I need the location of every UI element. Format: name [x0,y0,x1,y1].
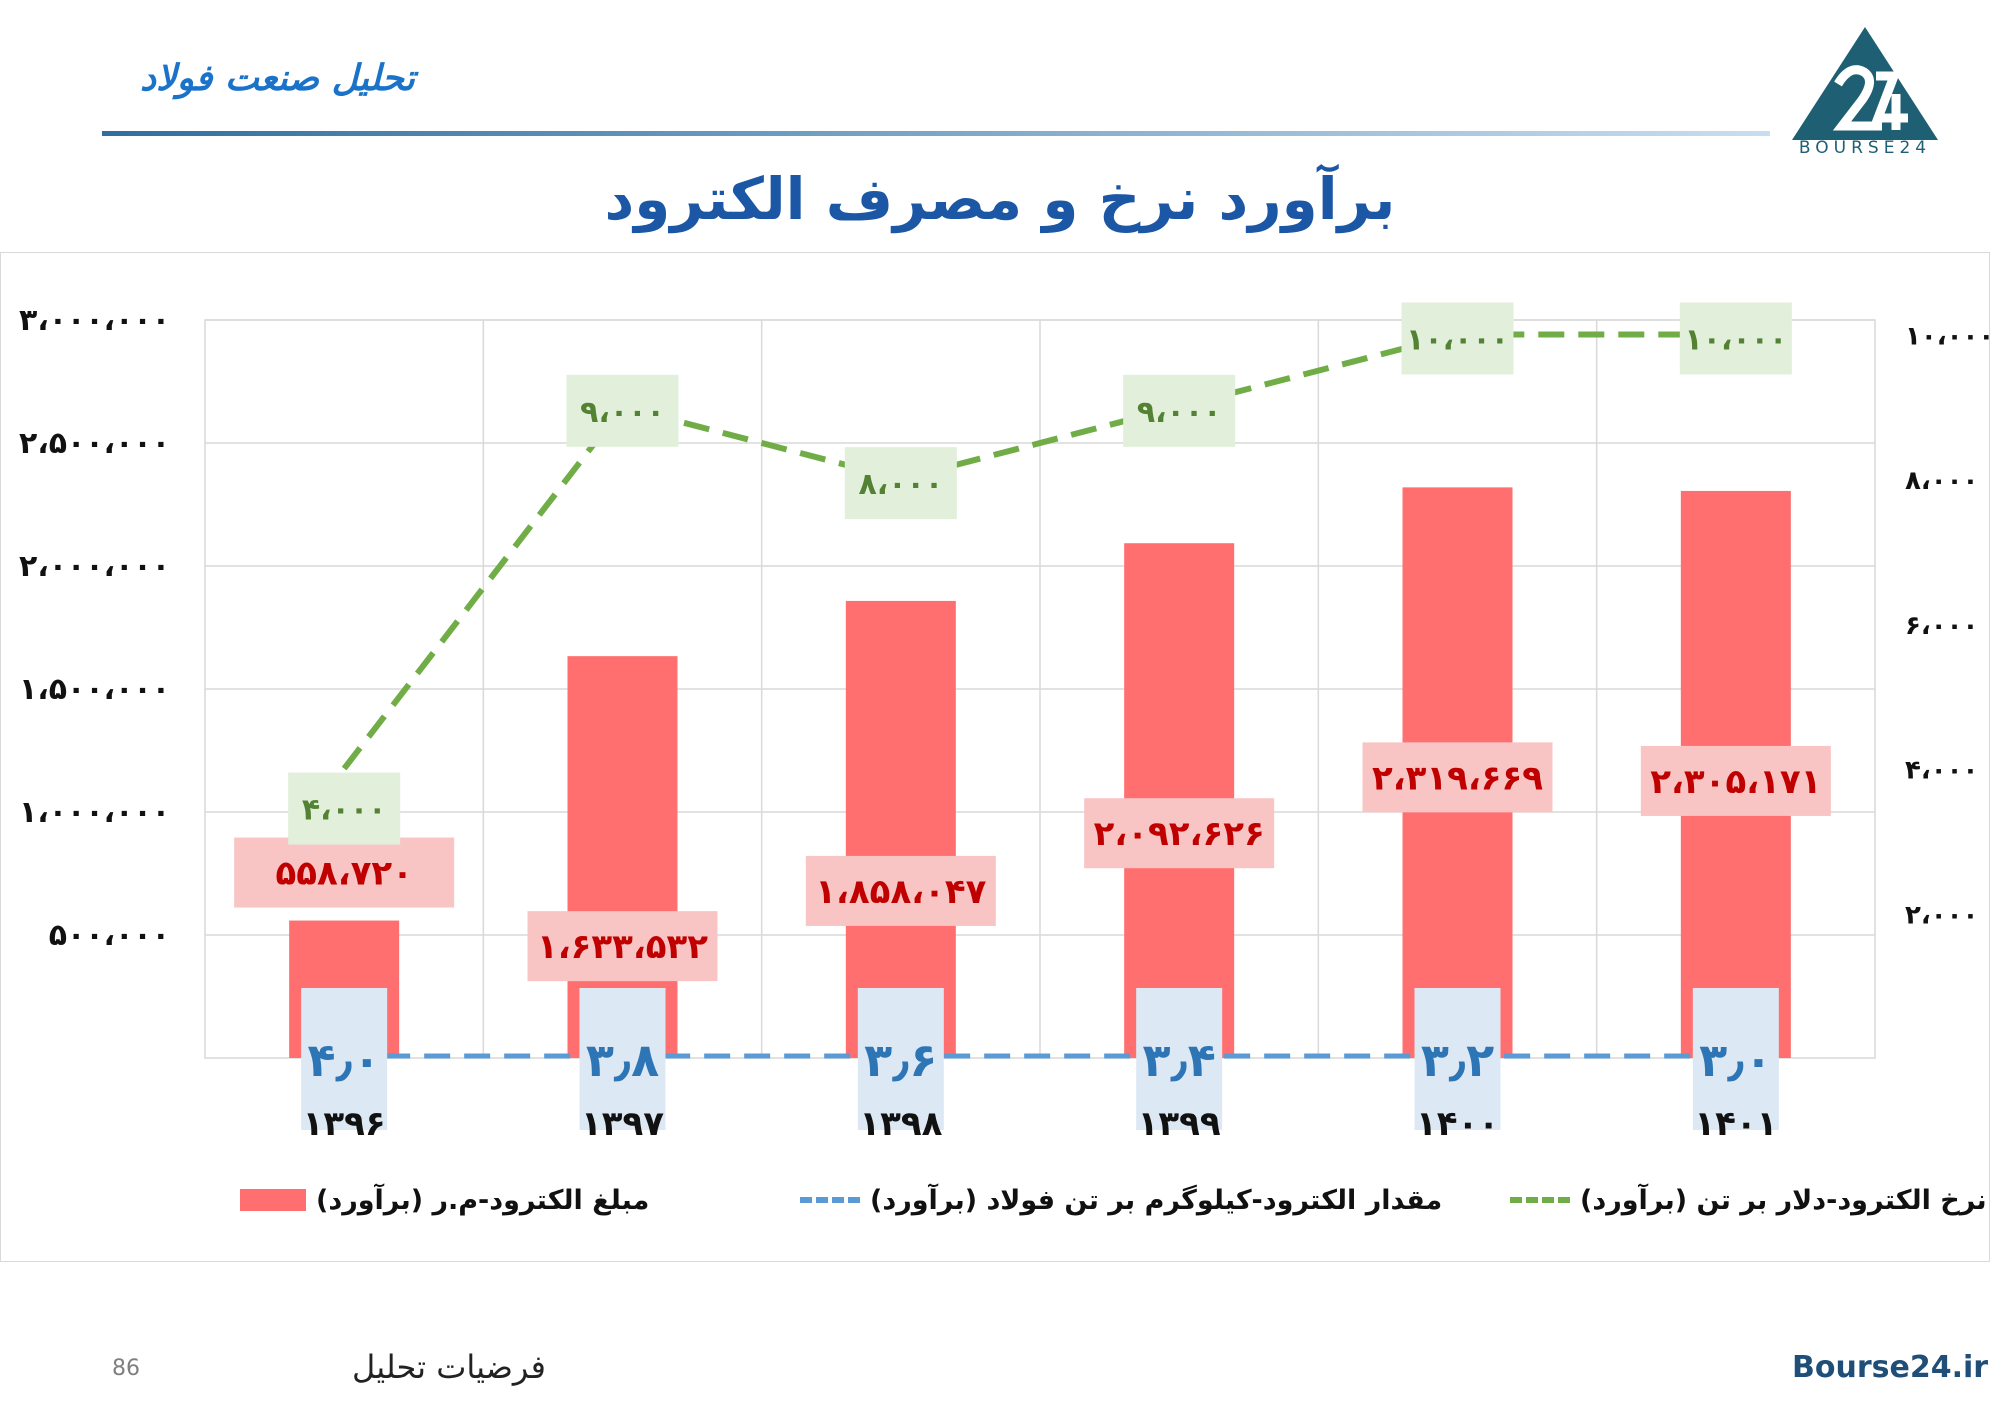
electrode-chart: ۵۰۰،۰۰۰ ۱،۰۰۰،۰۰۰ ۱،۵۰۰،۰۰۰ ۲،۰۰۰،۰۰۰ ۲،۵۰۰،… [19,302,1994,1144]
rate-value-label-bg [1679,302,1792,375]
y-left-tick-label: ۲،۰۰۰،۰۰۰ [19,549,170,584]
header-section-title: تحلیل صنعت فولاد [140,58,415,99]
rate-value-label-bg [1401,302,1514,375]
bar-value-label: ۲،۰۹۲،۶۲۶ [1094,814,1265,854]
y-right-tick-label: ۸،۰۰۰ [1905,466,1978,496]
amount-value-label: ۴٫۰ [307,1033,380,1087]
rate-value-label: ۱۰،۰۰۰ [1684,322,1787,357]
rate-value-label: ۹،۰۰۰ [580,395,665,430]
x-category-label: ۱۳۹۸ [859,1104,942,1144]
y-right-tick-label: ۴،۰۰۰ [1905,756,1978,786]
footer-site: Bourse24.ir [1792,1350,1989,1385]
legend-rate-label: نرخ الکترود-دلار بر تن (برآورد) [1580,1184,1987,1216]
legend-rate: نرخ الکترود-دلار بر تن (برآورد) [1510,1178,1987,1222]
y-left-tick-label: ۳،۰۰۰،۰۰۰ [19,303,170,338]
amount-value-label: ۳٫۰ [1699,1033,1772,1087]
rate-value-label-bg [288,772,401,845]
amount-value-label: ۳٫۶ [864,1033,937,1087]
bar-value-label-bg [1640,745,1831,816]
bar-value-label-bg [234,837,455,908]
logo-text: BOURSE24 [1798,138,1932,158]
amount-value-label: ۳٫۴ [1142,1033,1215,1087]
bar-value-label: ۵۵۸،۷۲۰ [275,854,412,894]
amount-value-label-bg [301,988,388,1130]
y-left-tick-label: ۱،۰۰۰،۰۰۰ [19,795,170,830]
amount-value-label-bg [1136,988,1223,1130]
x-category-label: ۱۳۹۶ [303,1104,386,1144]
x-category-label: ۱۴۰۰ [1416,1104,1499,1144]
amount-value-label: ۳٫۸ [586,1033,659,1087]
slide-title: برآورد نرخ و مصرف الکترود [604,165,1396,233]
chart-frame [0,252,1990,1262]
x-category-label: ۱۳۹۹ [1138,1104,1221,1144]
bar-value-label: ۱،۸۵۸،۰۴۷ [815,872,986,912]
bar-value-label: ۱،۶۳۳،۵۳۲ [537,927,708,967]
rate-value-label: ۸،۰۰۰ [859,467,944,502]
footer-section: فرضیات تحلیل [352,1348,546,1386]
bar-value-label-bg [1084,798,1275,869]
bar-value-label-bg [1362,742,1553,813]
footer-page-number: 86 [112,1356,140,1381]
rate-value-label-bg [1123,374,1236,447]
bar-electrode-cost [845,600,956,1058]
x-category-label: ۱۳۹۷ [581,1104,664,1144]
rate-value-label: ۴،۰۰۰ [302,793,387,828]
rate-value-label-bg [844,447,957,520]
bar-value-label-bg [805,855,996,926]
x-category-label: ۱۴۰۱ [1694,1104,1777,1144]
amount-value-label-bg [1414,988,1501,1130]
legend-amount-swatch [800,1197,860,1203]
y-left-tick-label: ۱،۵۰۰،۰۰۰ [19,672,170,707]
rate-value-label: ۹،۰۰۰ [1137,395,1222,430]
y-left-tick-label: ۵۰۰،۰۰۰ [49,918,170,953]
rate-value-label-bg [566,374,679,447]
y-right-tick-label: ۶،۰۰۰ [1905,611,1978,641]
legend-amount-label: مقدار الکترود-کیلوگرم بر تن فولاد (برآور… [870,1184,1443,1216]
legend-cost: مبلغ الکترود-م.ر (برآورد) [240,1178,649,1222]
amount-value-label-bg [857,988,944,1130]
bar-value-label-bg [527,911,718,982]
legend-cost-swatch [240,1189,306,1211]
bar-value-label: ۲،۳۱۹،۶۶۹ [1372,758,1543,798]
legend-amount: مقدار الکترود-کیلوگرم بر تن فولاد (برآور… [800,1178,1442,1222]
bar-value-label: ۲،۳۰۵،۱۷۱ [1650,762,1821,802]
amount-value-label-bg [1692,988,1779,1130]
y-right-tick-label: ۲،۰۰۰ [1905,900,1978,930]
y-left-tick-label: ۲،۵۰۰،۰۰۰ [19,426,170,461]
rate-value-label: ۱۰،۰۰۰ [1406,322,1509,357]
bourse24-logo-icon [1792,27,1938,140]
amount-value-label-bg [579,988,666,1130]
header-divider [102,131,1770,136]
legend-cost-label: مبلغ الکترود-م.ر (برآورد) [316,1184,650,1216]
y-right-tick-label: ۱۰،۰۰۰ [1905,321,1994,351]
amount-value-label: ۳٫۲ [1421,1033,1494,1087]
legend-rate-swatch [1510,1197,1570,1203]
